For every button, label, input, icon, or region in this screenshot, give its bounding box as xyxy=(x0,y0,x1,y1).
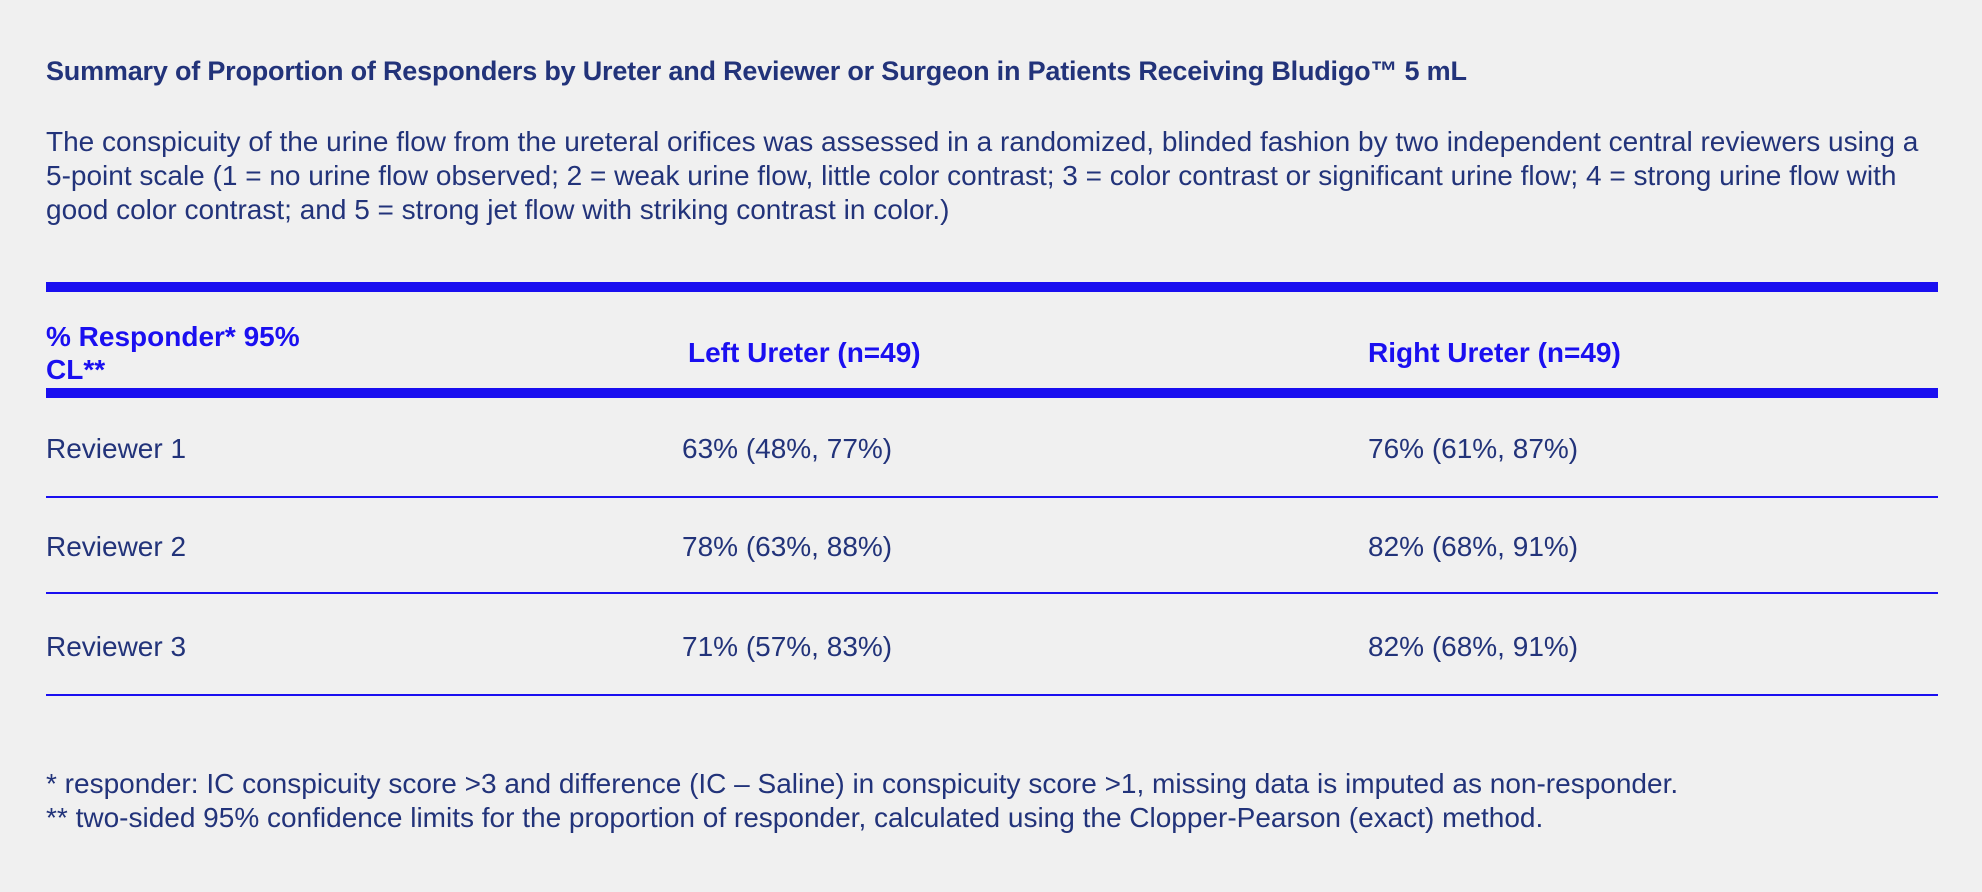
left-ureter-value: 63% (48%, 77%) xyxy=(682,433,893,464)
left-ureter-value: 78% (63%, 88%) xyxy=(682,531,893,562)
header-responder-ci: % Responder* 95% CL** xyxy=(46,321,300,385)
right-ureter-value: 76% (61%, 87%) xyxy=(1368,433,1579,464)
left-ureter-value: 71% (57%, 83%) xyxy=(682,631,893,662)
right-ureter-value: 82% (68%, 91%) xyxy=(1368,531,1579,562)
responder-table: % Responder* 95% CL** Left Ureter (n=49)… xyxy=(46,282,1938,696)
table-row: Reviewer 3 71% (57%, 83%) 82% (68%, 91%) xyxy=(46,594,1938,696)
header-right-ureter: Right Ureter (n=49) xyxy=(1368,337,1621,368)
footnotes: * responder: IC conspicuity score >3 and… xyxy=(46,767,1678,835)
footnote-responder: * responder: IC conspicuity score >3 and… xyxy=(46,768,1679,799)
table-row: Reviewer 2 78% (63%, 88%) 82% (68%, 91%) xyxy=(46,498,1938,594)
table-top-rule xyxy=(46,282,1938,292)
table-row: Reviewer 1 63% (48%, 77%) 76% (61%, 87%) xyxy=(46,398,1938,498)
footnote-confidence-limits: ** two-sided 95% confidence limits for t… xyxy=(46,802,1544,833)
header-left-ureter: Left Ureter (n=49) xyxy=(688,337,921,368)
description-paragraph: The conspicuity of the urine flow from t… xyxy=(46,126,1919,225)
table-header-rule xyxy=(46,388,1938,398)
row-label: Reviewer 1 xyxy=(46,433,187,464)
table-header-row: % Responder* 95% CL** Left Ureter (n=49)… xyxy=(46,292,1938,388)
row-label: Reviewer 3 xyxy=(46,631,187,662)
right-ureter-value: 82% (68%, 91%) xyxy=(1368,631,1579,662)
page-title: Summary of Proportion of Responders by U… xyxy=(46,56,1467,86)
row-label: Reviewer 2 xyxy=(46,531,187,562)
